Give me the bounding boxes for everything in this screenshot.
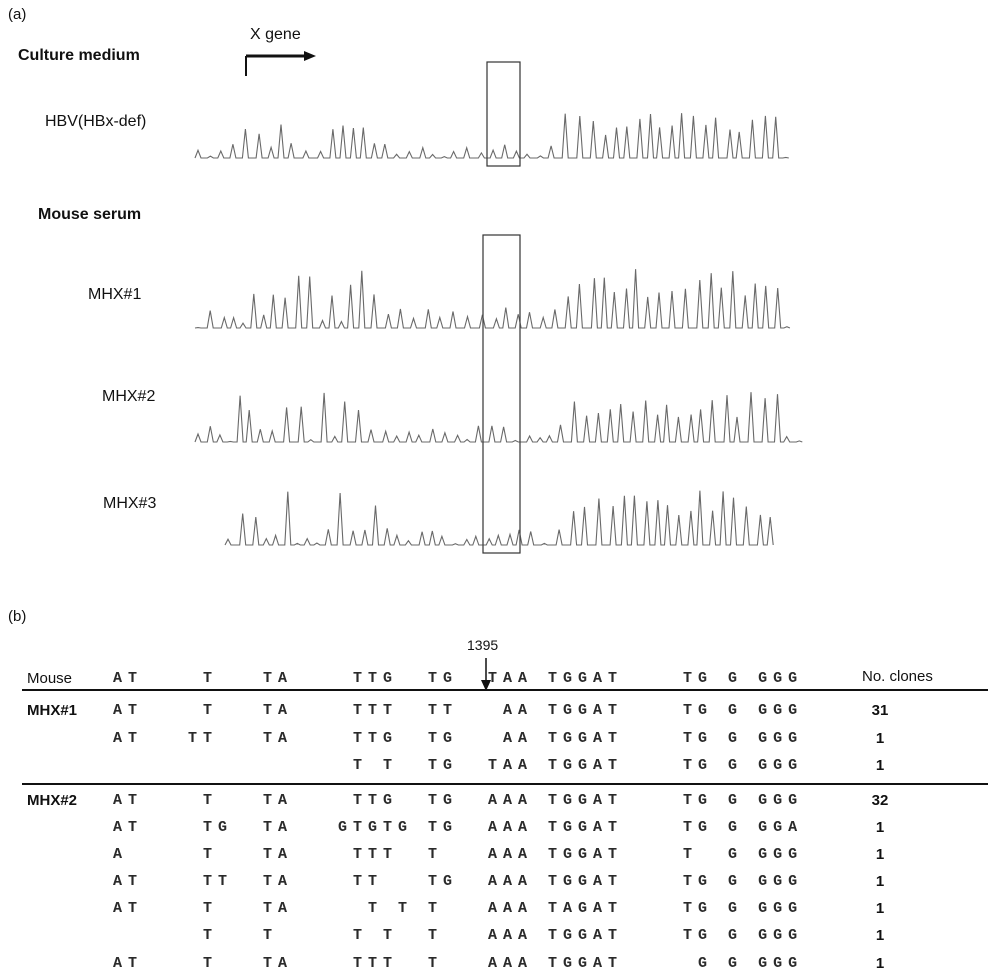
column-header: Mouse [27, 670, 72, 688]
sample-label: MHX#2 [102, 388, 155, 406]
panel-label: (b) [8, 608, 26, 626]
section-title: Mouse serum [38, 206, 141, 224]
mouse-label: MHX#1 [27, 702, 77, 720]
reference-sequence: AT T TA TTG TG TAA TGGAT TG G GGG [113, 670, 803, 688]
highlight-box [483, 235, 520, 553]
sample-label: HBV(HBx-def) [45, 113, 146, 131]
sequence: AT TT TA TTG TG AA TGGAT TG G GGG [113, 730, 803, 748]
sample-label: MHX#1 [88, 286, 141, 304]
sequence: T T T T T AAA TGGAT TG G GGG [113, 927, 803, 945]
clone-count: 1 [860, 730, 900, 748]
gene-label: X gene [250, 26, 301, 44]
mouse-label: MHX#2 [27, 792, 77, 810]
clone-count: 1 [860, 819, 900, 837]
figure: {"panel_a": {"label": "(a)", "x_gene": "… [0, 0, 988, 976]
clone-count: 1 [860, 900, 900, 918]
chromatogram-trace [225, 491, 773, 545]
sequence: AT TG TA GTGTG TG AAA TGGAT TG G GGA [113, 819, 803, 837]
x-gene-arrow [246, 51, 316, 76]
sequence: AT T TA T T T AAA TAGAT TG G GGG [113, 900, 803, 918]
sequence: A T TA TTT T AAA TGGAT T G GGG [113, 846, 803, 864]
sequence: AT T TA TTG TG AAA TGGAT TG G GGG [113, 792, 803, 810]
sample-label: MHX#3 [103, 495, 156, 513]
section-title: Culture medium [18, 47, 140, 65]
chromatogram-trace [195, 269, 790, 328]
chromatogram-trace [195, 113, 789, 158]
sequence: AT T TA TTT T AAA TGGAT G G GGG [113, 955, 803, 973]
sequence: AT TT TA TT TG AAA TGGAT TG G GGG [113, 873, 803, 891]
clone-count: 1 [860, 955, 900, 973]
column-header: No. clones [862, 668, 933, 686]
clone-count: 31 [860, 702, 900, 720]
clone-count: 1 [860, 927, 900, 945]
clone-count: 1 [860, 757, 900, 775]
clone-count: 1 [860, 873, 900, 891]
position-label: 1395 [467, 636, 498, 654]
clone-count: 32 [860, 792, 900, 810]
clone-count: 1 [860, 846, 900, 864]
sequence: AT T TA TTT TT AA TGGAT TG G GGG [113, 702, 803, 720]
panel-label: (a) [8, 6, 26, 24]
sequence: T T TG TAA TGGAT TG G GGG [113, 757, 803, 775]
chromatogram-trace [195, 392, 802, 442]
